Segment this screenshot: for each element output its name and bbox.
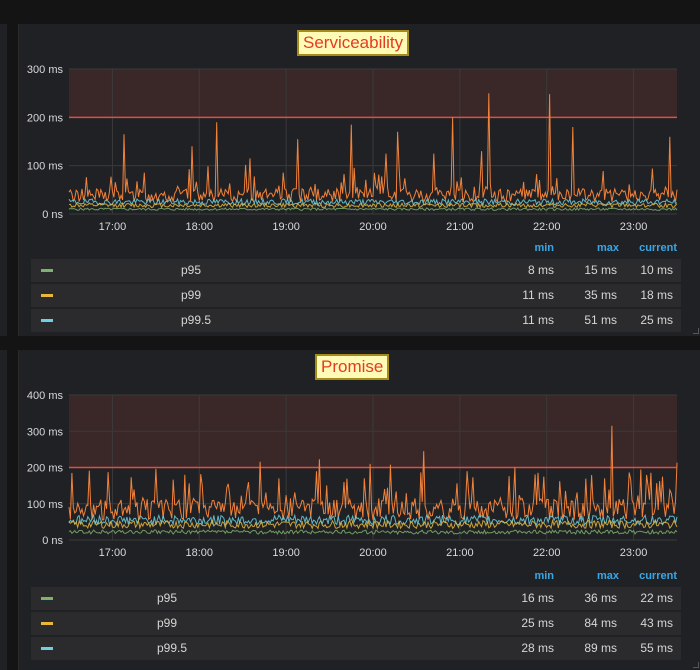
- panel-title[interactable]: Promise: [315, 354, 390, 380]
- serviceability-chart[interactable]: 0 ns 100 ms 200 ms 300 ms 17:00 18:00 19:00 20:…: [19, 24, 700, 254]
- promise-chart[interactable]: 0 ns 100 ms 200 ms 300 ms 400 ms 17:00 18:00 19…: [19, 350, 700, 582]
- series-max: 36 ms: [584, 591, 617, 605]
- legend-row-p99[interactable]: p99 11 ms 35 ms 18 ms: [31, 284, 681, 307]
- series-color-swatch[interactable]: [41, 294, 53, 297]
- resize-handle[interactable]: [693, 662, 699, 668]
- series-name[interactable]: p99: [181, 288, 202, 302]
- serviceability-panel[interactable]: Serviceability 0 ns 100 ms 200 ms 300 ms 17:…: [18, 24, 700, 336]
- legend-row-p99-5[interactable]: p99.5 28 ms 89 ms 55 ms: [31, 637, 681, 660]
- series-name[interactable]: p99.5: [181, 313, 212, 327]
- series-max: 35 ms: [584, 288, 617, 302]
- legend-row-p95[interactable]: p95 8 ms 15 ms 10 ms: [31, 259, 681, 282]
- resize-handle[interactable]: [693, 328, 699, 334]
- x-tick-label: 23:00: [620, 221, 648, 233]
- series-name[interactable]: p99.5: [157, 641, 188, 655]
- legend-header-min[interactable]: min: [534, 242, 554, 254]
- y-tick-label: 300 ms: [27, 64, 64, 76]
- series-name[interactable]: p99: [157, 616, 178, 630]
- series-color-swatch[interactable]: [41, 597, 53, 600]
- series-max: 15 ms: [584, 263, 617, 277]
- x-tick-label: 22:00: [533, 221, 561, 233]
- x-tick-label: 18:00: [186, 221, 214, 233]
- series-line-p95: [68, 528, 678, 536]
- y-tick-label: 0 ns: [42, 535, 63, 547]
- series-color-swatch[interactable]: [41, 622, 53, 625]
- series-current: 43 ms: [640, 616, 673, 630]
- y-tick-label: 100 ms: [27, 161, 64, 173]
- series-line-p99-5: [68, 197, 678, 207]
- series-min: 8 ms: [527, 263, 554, 277]
- series-line-spikes: [68, 425, 678, 521]
- x-tick-label: 19:00: [272, 547, 300, 559]
- x-tick-label: 21:00: [446, 547, 474, 559]
- legend-header-current[interactable]: current: [639, 242, 677, 254]
- x-tick-label: 17:00: [99, 547, 127, 559]
- series-color-swatch[interactable]: [41, 269, 53, 272]
- x-tick-label: 21:00: [446, 221, 474, 233]
- series-current: 55 ms: [640, 641, 673, 655]
- x-tick-label: 20:00: [359, 547, 387, 559]
- series-line-p99: [68, 518, 678, 530]
- series-min: 11 ms: [522, 313, 554, 327]
- series-line-p95: [68, 207, 678, 212]
- x-tick-label: 19:00: [272, 221, 300, 233]
- y-tick-label: 100 ms: [27, 499, 64, 511]
- series-current: 22 ms: [640, 591, 673, 605]
- legend-header-max[interactable]: max: [596, 570, 619, 582]
- legend-header-min[interactable]: min: [534, 570, 554, 582]
- x-tick-label: 17:00: [99, 221, 127, 233]
- legend-row-p99-5[interactable]: p99.5 11 ms 51 ms 25 ms: [31, 309, 681, 332]
- y-tick-label: 200 ms: [27, 112, 64, 124]
- series-min: 25 ms: [521, 616, 554, 630]
- x-tick-label: 22:00: [533, 547, 561, 559]
- x-tick-label: 23:00: [620, 547, 648, 559]
- panel-title[interactable]: Serviceability: [297, 30, 410, 56]
- series-current: 10 ms: [640, 263, 673, 277]
- adjacent-panel-edge: [0, 350, 7, 670]
- y-tick-label: 0 ns: [42, 209, 63, 221]
- legend-header-current[interactable]: current: [639, 570, 677, 582]
- legend-row-p99[interactable]: p99 25 ms 84 ms 43 ms: [31, 612, 681, 635]
- series-max: 84 ms: [584, 616, 617, 630]
- series-current: 25 ms: [640, 313, 673, 327]
- series-name[interactable]: p95: [181, 263, 202, 277]
- adjacent-panel-edge: [0, 24, 7, 336]
- series-max: 51 ms: [584, 313, 617, 327]
- y-tick-label: 400 ms: [27, 390, 64, 402]
- series-min: 11 ms: [522, 288, 554, 302]
- series-max: 89 ms: [584, 641, 617, 655]
- legend-header-max[interactable]: max: [596, 242, 619, 254]
- series-min: 28 ms: [521, 641, 554, 655]
- series-color-swatch[interactable]: [41, 647, 53, 650]
- series-current: 18 ms: [640, 288, 673, 302]
- x-tick-label: 18:00: [186, 547, 214, 559]
- series-min: 16 ms: [521, 591, 554, 605]
- series-name[interactable]: p95: [157, 591, 178, 605]
- x-tick-label: 20:00: [359, 221, 387, 233]
- series-line-p99: [68, 201, 678, 209]
- y-tick-label: 300 ms: [27, 426, 64, 438]
- series-color-swatch[interactable]: [41, 319, 53, 322]
- promise-panel[interactable]: Promise 0 ns 100 ms 200 ms 300 ms 400 ms 17:0…: [18, 350, 700, 670]
- legend-row-p95[interactable]: p95 16 ms 36 ms 22 ms: [31, 587, 681, 610]
- y-tick-label: 200 ms: [27, 463, 64, 475]
- series-line-p99-5: [68, 513, 678, 527]
